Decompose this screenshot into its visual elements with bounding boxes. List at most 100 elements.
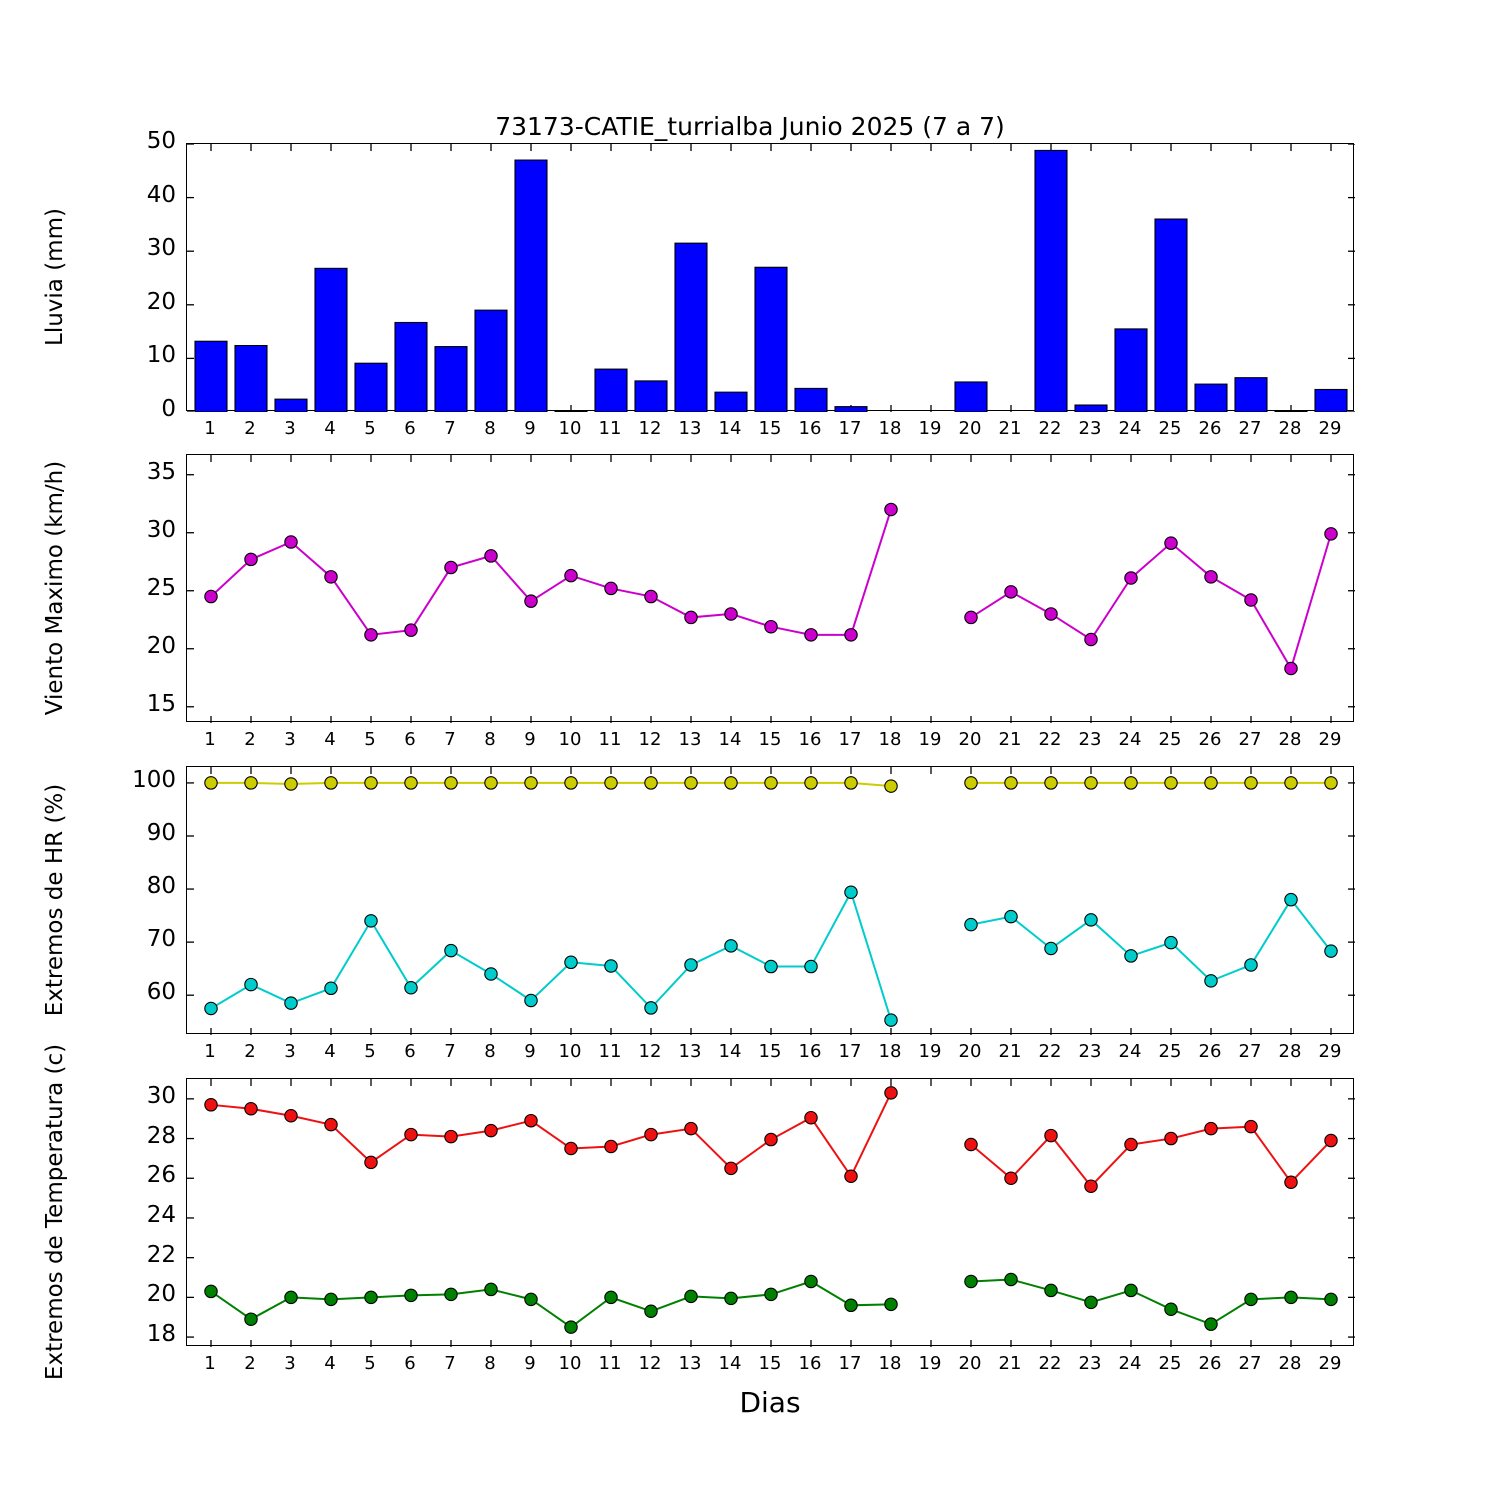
humidity-x-tick-label: 14 bbox=[718, 1041, 742, 1062]
humidity-x-tick-label: 8 bbox=[484, 1041, 496, 1062]
wind-y-tick-label: 20 bbox=[146, 632, 176, 659]
temperature-x-tick-label: 22 bbox=[1038, 1353, 1062, 1374]
rainfall-x-tick-label: 28 bbox=[1278, 418, 1302, 439]
rainfall-x-tick-label: 9 bbox=[524, 418, 536, 439]
rainfall-y-tick-label: 30 bbox=[146, 235, 176, 262]
humidity-x-tick-label: 7 bbox=[444, 1041, 456, 1062]
humidity-x-tick-label: 5 bbox=[364, 1041, 376, 1062]
temperature-x-tick-label: 24 bbox=[1118, 1353, 1142, 1374]
wind-x-tick-label: 26 bbox=[1198, 729, 1222, 750]
rainfall-bar bbox=[794, 387, 828, 412]
temperature-x-tick-label: 18 bbox=[878, 1353, 902, 1374]
temperature-x-tick-label: 9 bbox=[524, 1353, 536, 1374]
rainfall-plot-area bbox=[187, 144, 1355, 412]
rainfall-x-tick-label: 14 bbox=[718, 418, 742, 439]
figure-title: 73173-CATIE_turrialba Junio 2025 (7 a 7) bbox=[495, 112, 1005, 141]
humidity-x-tick-label: 6 bbox=[404, 1041, 416, 1062]
humidity-x-tick-label: 23 bbox=[1078, 1041, 1102, 1062]
rainfall-bar bbox=[194, 340, 228, 412]
humidity-x-tick-label: 21 bbox=[998, 1041, 1022, 1062]
wind-panel bbox=[186, 454, 1355, 723]
temperature-x-tick-label: 5 bbox=[364, 1353, 376, 1374]
rainfall-y-tick-label: 0 bbox=[161, 396, 176, 422]
rainfall-bar bbox=[714, 391, 748, 412]
humidity-series-0 bbox=[204, 776, 1338, 793]
rainfall-bar bbox=[274, 398, 308, 412]
rainfall-x-tick-label: 1 bbox=[204, 418, 216, 439]
humidity-x-tick-label: 22 bbox=[1038, 1041, 1062, 1062]
temperature-x-tick-label: 11 bbox=[598, 1353, 622, 1374]
rainfall-bar bbox=[1234, 377, 1268, 412]
rainfall-bar bbox=[514, 159, 548, 412]
wind-x-tick-label: 11 bbox=[598, 729, 622, 750]
rainfall-x-tick-label: 5 bbox=[364, 418, 376, 439]
rainfall-x-tick-label: 27 bbox=[1238, 418, 1262, 439]
humidity-y-tick-label: 90 bbox=[146, 819, 176, 846]
rainfall-y-tick-label: 20 bbox=[146, 288, 176, 315]
humidity-y-tick-label: 60 bbox=[146, 979, 176, 1006]
temperature-plot-area bbox=[187, 1079, 1355, 1347]
wind-x-tick-label: 12 bbox=[638, 729, 662, 750]
temperature-y-tick-label: 30 bbox=[146, 1082, 176, 1109]
humidity-x-tick-label: 9 bbox=[524, 1041, 536, 1062]
wind-x-tick-label: 27 bbox=[1238, 729, 1262, 750]
temperature-x-tick-label: 23 bbox=[1078, 1353, 1102, 1374]
humidity-x-tick-label: 19 bbox=[918, 1041, 942, 1062]
rainfall-x-tick-label: 12 bbox=[638, 418, 662, 439]
rainfall-bar bbox=[1274, 410, 1308, 412]
rainfall-bar bbox=[354, 362, 388, 412]
wind-y-tick-label: 30 bbox=[146, 516, 176, 543]
humidity-y-tick-label: 70 bbox=[146, 926, 176, 953]
rainfall-bar bbox=[1194, 383, 1228, 412]
temperature-x-tick-label: 7 bbox=[444, 1353, 456, 1374]
rainfall-x-tick-label: 17 bbox=[838, 418, 862, 439]
x-axis-label: Dias bbox=[739, 1386, 801, 1419]
wind-x-tick-label: 19 bbox=[918, 729, 942, 750]
rainfall-y-tick-label: 50 bbox=[146, 128, 176, 154]
wind-x-tick-label: 22 bbox=[1038, 729, 1062, 750]
humidity-x-tick-label: 15 bbox=[758, 1041, 782, 1062]
humidity-plot-area bbox=[187, 767, 1355, 1035]
rainfall-bar bbox=[1154, 218, 1188, 412]
wind-x-tick-label: 24 bbox=[1118, 729, 1142, 750]
humidity-x-tick-label: 2 bbox=[244, 1041, 256, 1062]
temperature-x-tick-label: 12 bbox=[638, 1353, 662, 1374]
wind-x-tick-label: 1 bbox=[204, 729, 216, 750]
rainfall-bar bbox=[1034, 149, 1068, 412]
temperature-y-tick-label: 28 bbox=[146, 1122, 176, 1149]
rainfall-x-tick-label: 26 bbox=[1198, 418, 1222, 439]
rainfall-y-axis-label: Lluvia (mm) bbox=[42, 208, 68, 346]
rainfall-x-tick-label: 29 bbox=[1318, 418, 1342, 439]
rainfall-x-tick-label: 3 bbox=[284, 418, 296, 439]
temperature-y-tick-label: 20 bbox=[146, 1281, 176, 1308]
humidity-x-tick-label: 4 bbox=[324, 1041, 336, 1062]
humidity-x-tick-label: 25 bbox=[1158, 1041, 1182, 1062]
rainfall-bar bbox=[1074, 404, 1108, 412]
rainfall-bar bbox=[394, 321, 428, 412]
wind-x-tick-label: 13 bbox=[678, 729, 702, 750]
rainfall-bar bbox=[834, 406, 868, 412]
rainfall-bar bbox=[1114, 328, 1148, 412]
humidity-y-tick-label: 100 bbox=[132, 766, 176, 793]
rainfall-panel bbox=[186, 143, 1355, 412]
rainfall-bar bbox=[674, 242, 708, 412]
temperature-x-tick-label: 13 bbox=[678, 1353, 702, 1374]
wind-plot-area bbox=[187, 455, 1355, 723]
wind-x-tick-label: 2 bbox=[244, 729, 256, 750]
rainfall-x-tick-label: 11 bbox=[598, 418, 622, 439]
temperature-y-tick-label: 18 bbox=[146, 1321, 176, 1348]
rainfall-x-tick-label: 23 bbox=[1078, 418, 1102, 439]
temperature-x-tick-label: 17 bbox=[838, 1353, 862, 1374]
rainfall-bar bbox=[314, 267, 348, 412]
rainfall-x-tick-label: 21 bbox=[998, 418, 1022, 439]
temperature-y-axis-label: Extremos de Temperatura (c) bbox=[42, 1043, 68, 1381]
wind-x-tick-label: 10 bbox=[558, 729, 582, 750]
wind-x-tick-label: 28 bbox=[1278, 729, 1302, 750]
rainfall-bar bbox=[594, 368, 628, 412]
rainfall-bar bbox=[474, 309, 508, 412]
temperature-y-tick-label: 26 bbox=[146, 1162, 176, 1189]
temperature-y-tick-label: 24 bbox=[146, 1201, 176, 1228]
temperature-y-tick-label: 22 bbox=[146, 1241, 176, 1268]
humidity-x-tick-label: 26 bbox=[1198, 1041, 1222, 1062]
wind-x-tick-label: 17 bbox=[838, 729, 862, 750]
